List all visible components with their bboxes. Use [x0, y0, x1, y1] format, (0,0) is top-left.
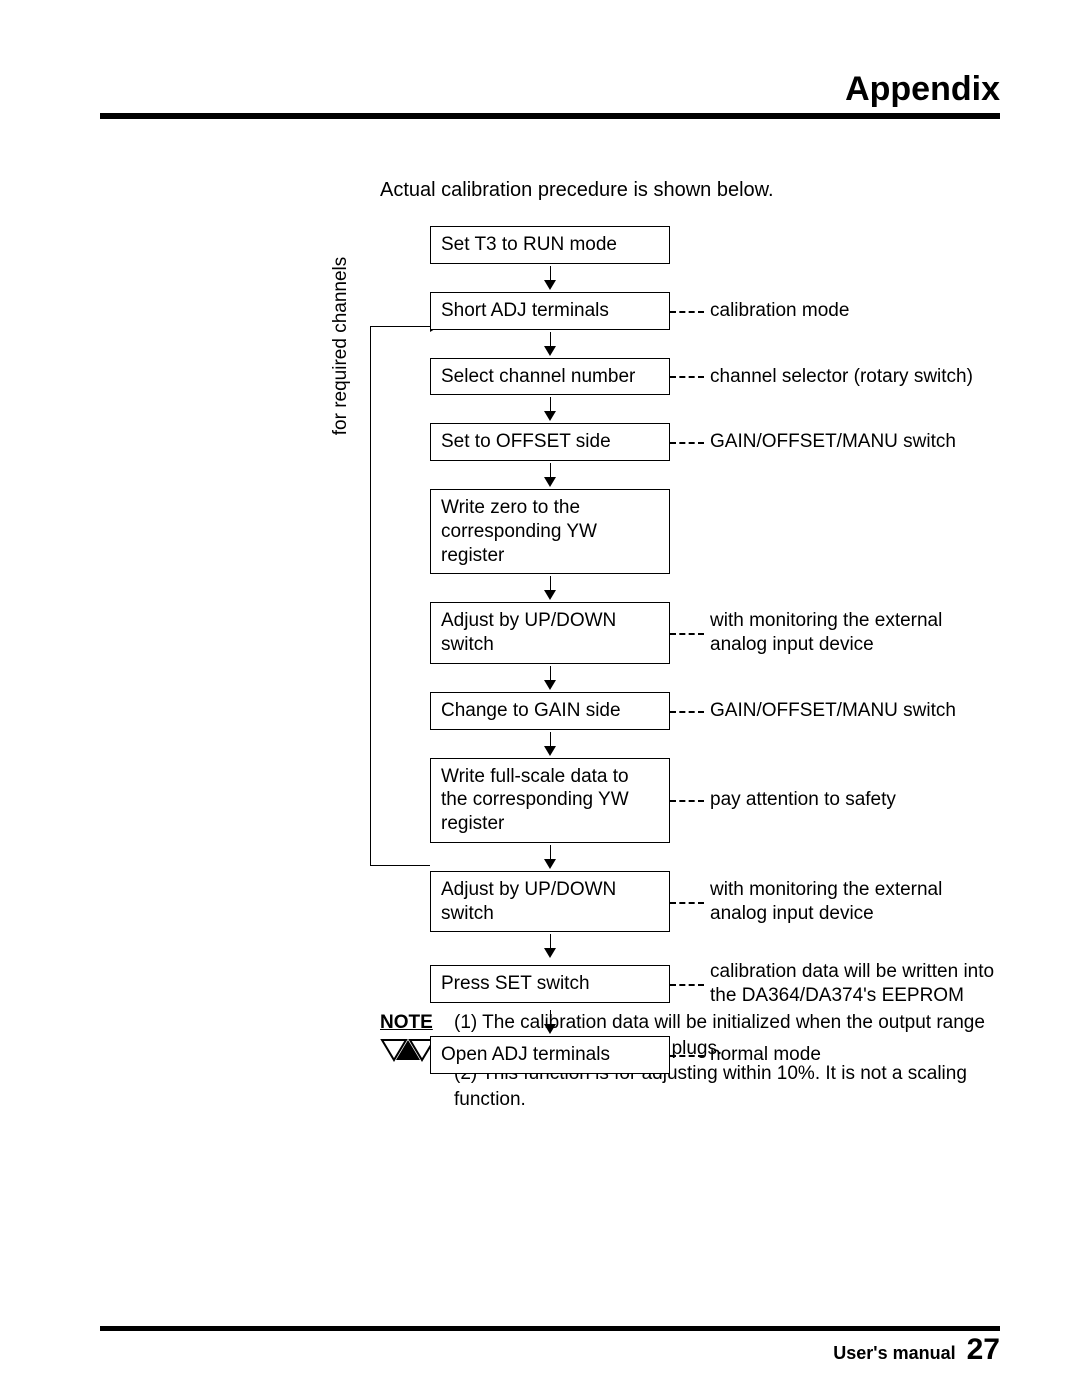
footer: User's manual 27 [833, 1333, 1000, 1367]
loop-label: for required channels [330, 186, 352, 506]
flow-step: Press SET switch calibration data will be… [430, 960, 1030, 1008]
arrow-down-icon [430, 266, 670, 290]
flow-step-box: Press SET switch [430, 965, 670, 1003]
flow-step-box: Set T3 to RUN mode [430, 226, 670, 264]
flow-step: Set T3 to RUN mode [430, 226, 1030, 264]
flow-step-annotation: normal mode [710, 1043, 821, 1067]
flow-step: Change to GAIN side GAIN/OFFSET/MANU swit… [430, 692, 1030, 730]
arrow-down-icon [430, 732, 670, 756]
dash-connector [670, 800, 704, 802]
flow-step-annotation: pay attention to safety [710, 788, 896, 812]
flow-step-annotation: with monitoring the external analog inpu… [710, 878, 1000, 926]
flow-step-box: Open ADJ terminals [430, 1036, 670, 1074]
flow-step: Adjust by UP/DOWN switch with monitoring … [430, 871, 1030, 933]
dash-connector [670, 902, 704, 904]
arrow-down-icon [430, 332, 670, 356]
flow-step-annotation: GAIN/OFFSET/MANU switch [710, 430, 956, 454]
flow-step-box: Change to GAIN side [430, 692, 670, 730]
dash-connector [670, 376, 704, 378]
flow-step: Open ADJ terminals normal mode [430, 1036, 1030, 1074]
page: Appendix Actual calibration precedure is… [0, 0, 1080, 1397]
footer-label: User's manual [833, 1343, 955, 1363]
flow-step: Set to OFFSET side GAIN/OFFSET/MANU switc… [430, 423, 1030, 461]
flow-step-box: Adjust by UP/DOWN switch [430, 871, 670, 933]
page-title: Appendix [100, 70, 1000, 109]
dash-connector [670, 984, 704, 986]
arrow-down-icon [430, 1010, 670, 1034]
flow-step-box: Write full-scale data to the correspondi… [430, 758, 670, 843]
flow-steps: Set T3 to RUN mode Short ADJ terminals cal… [430, 226, 1030, 1074]
flow-step-annotation: calibration data will be written into th… [710, 960, 1000, 1008]
arrow-down-icon [430, 845, 670, 869]
dash-connector [670, 311, 704, 313]
arrow-down-icon [430, 463, 670, 487]
header-rule [100, 113, 1000, 119]
intro-text: Actual calibration precedure is shown be… [380, 179, 1000, 202]
flow-step: Short ADJ terminals calibration mode [430, 292, 1030, 330]
flowchart: for required channels Set T3 to RUN mode… [330, 226, 1000, 986]
dash-connector [670, 711, 704, 713]
arrow-down-icon [430, 934, 670, 958]
flow-step-annotation: GAIN/OFFSET/MANU switch [710, 699, 956, 723]
flow-step: Adjust by UP/DOWN switch with monitoring … [430, 602, 1030, 664]
flow-step-box: Short ADJ terminals [430, 292, 670, 330]
flow-step-annotation: channel selector (rotary switch) [710, 365, 973, 389]
flow-step-box: Set to OFFSET side [430, 423, 670, 461]
flow-step: Write zero to the corresponding YW regis… [430, 489, 1030, 574]
dash-connector [670, 442, 704, 444]
footer-rule [100, 1326, 1000, 1331]
flow-step-annotation: calibration mode [710, 299, 849, 323]
loop-bracket [370, 326, 430, 866]
arrow-down-icon [430, 576, 670, 600]
page-number: 27 [967, 1333, 1000, 1366]
flow-step: Select channel number channel selector (r… [430, 358, 1030, 396]
arrow-down-icon [430, 397, 670, 421]
flow-step-box: Select channel number [430, 358, 670, 396]
flow-step-box: Write zero to the corresponding YW regis… [430, 489, 670, 574]
flow-step-box: Adjust by UP/DOWN switch [430, 602, 670, 664]
dash-connector [670, 633, 704, 635]
flow-step: Write full-scale data to the correspondi… [430, 758, 1030, 843]
dash-connector [670, 1055, 704, 1057]
caution-icon [380, 1038, 434, 1062]
arrow-down-icon [430, 666, 670, 690]
flow-step-annotation: with monitoring the external analog inpu… [710, 609, 1000, 657]
